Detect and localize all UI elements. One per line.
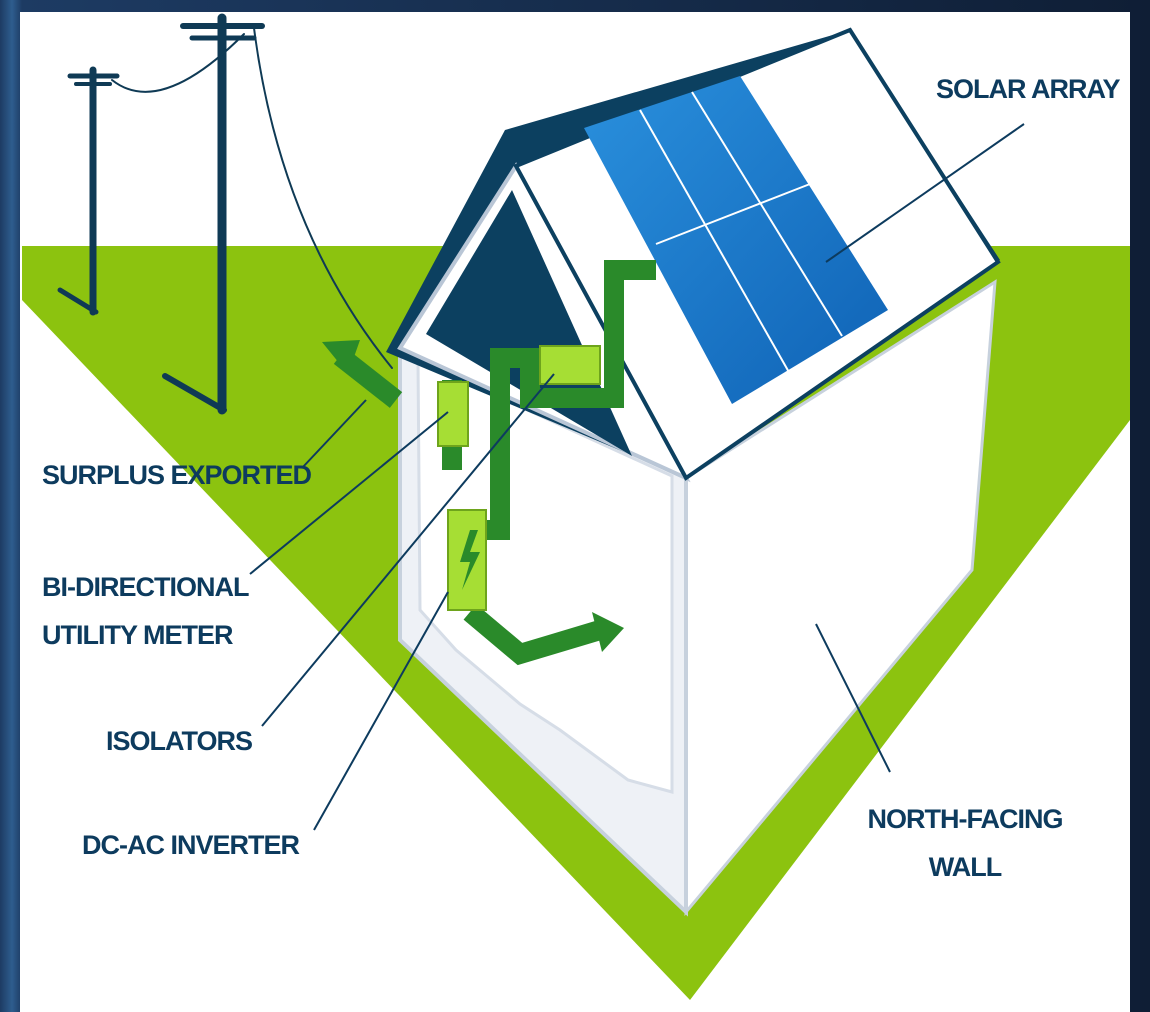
label-meter-line1: BI-DIRECTIONAL — [42, 572, 249, 602]
isolators-box — [539, 345, 601, 385]
label-surplus-exported: SURPLUS EXPORTED — [42, 460, 312, 490]
label-meter-line2: UTILITY METER — [42, 620, 234, 650]
label-wall-line1: NORTH-FACING — [867, 804, 1064, 834]
utility-poles — [57, 13, 393, 415]
flow-arrowheads — [322, 340, 624, 652]
label-isolators: ISOLATORS — [106, 726, 253, 756]
label-solar-array: SOLAR ARRAY — [936, 74, 1121, 104]
label-wall-line2: WALL — [928, 852, 1002, 882]
lightning-bolt-icon — [460, 530, 480, 590]
leader-lines — [249, 123, 1025, 831]
label-inverter: DC-AC INVERTER — [82, 830, 300, 860]
house-interior — [416, 357, 674, 794]
utility-meter-box — [437, 381, 469, 447]
solar-array — [584, 76, 888, 404]
